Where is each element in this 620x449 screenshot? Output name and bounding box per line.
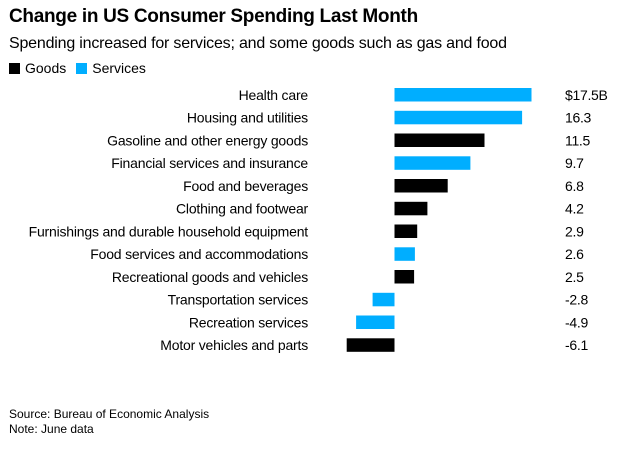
bar-goods [394, 270, 415, 284]
value-label: -2.8 [565, 292, 588, 308]
bar-goods [394, 201, 428, 216]
category-label: Housing and utilities [187, 110, 308, 126]
category-label: Health care [239, 87, 309, 103]
category-label: Recreational goods and vehicles [112, 269, 308, 285]
value-label: $17.5B [565, 87, 608, 103]
bar-services [372, 292, 395, 307]
category-label: Food and beverages [183, 178, 308, 194]
legend: Goods Services [9, 60, 156, 76]
category-label: Clothing and footwear [176, 201, 309, 217]
value-label: 6.8 [565, 178, 584, 194]
bar-services [394, 156, 471, 170]
value-label: -6.1 [565, 337, 588, 353]
legend-swatch-goods [9, 62, 20, 74]
value-label: 4.2 [565, 201, 584, 217]
legend-item-goods: Goods [9, 60, 66, 76]
value-label: 2.9 [565, 223, 584, 239]
value-label: -4.9 [565, 314, 588, 330]
bar-services [394, 247, 415, 261]
bar-services [394, 110, 523, 125]
category-label: Transportation services [168, 292, 309, 308]
bar-goods [346, 338, 395, 352]
legend-label-goods: Goods [25, 60, 67, 76]
value-label: 11.5 [565, 132, 591, 148]
category-label: Furnishings and durable household equipm… [29, 223, 309, 239]
value-label: 9.7 [565, 155, 584, 171]
bar-goods [394, 179, 448, 193]
bar-goods [394, 224, 418, 238]
value-label: 16.3 [565, 110, 592, 126]
value-label: 2.5 [565, 269, 584, 285]
legend-swatch-services [76, 62, 88, 74]
bar-services [356, 315, 395, 329]
category-label: Financial services and insurance [111, 155, 308, 171]
category-label: Food services and accommodations [90, 246, 308, 262]
value-label: 2.6 [565, 246, 584, 262]
footer: Source: Bureau of Economic Analysis Note… [9, 407, 209, 437]
category-label: Gasoline and other energy goods [107, 132, 308, 148]
chart-subtitle: Spending increased for services; and som… [9, 35, 507, 52]
legend-label-services: Services [92, 60, 146, 76]
source-note: Source: Bureau of Economic Analysis [9, 407, 210, 421]
bar-goods [394, 133, 485, 147]
bar-services [394, 88, 532, 102]
category-label: Recreation services [189, 314, 308, 330]
data-note: Note: June data [9, 422, 94, 436]
chart-title: Change in US Consumer Spending Last Mont… [9, 6, 418, 27]
category-label: Motor vehicles and parts [160, 337, 308, 353]
legend-item-services: Services [76, 60, 146, 76]
